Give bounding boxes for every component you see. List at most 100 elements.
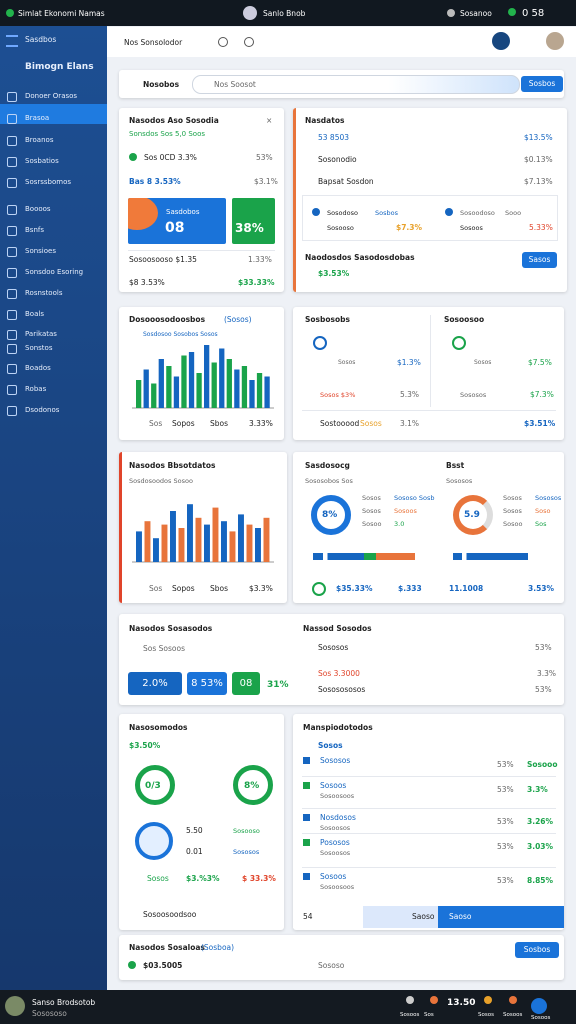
top-bar: [0, 0, 576, 26]
bar: [173, 376, 180, 408]
status-icon: [508, 8, 516, 16]
card: [293, 307, 564, 440]
mini-label: Sosooso: [327, 224, 354, 232]
brand: Sasdbos: [25, 35, 57, 44]
item-sub: Sosoosoos: [320, 883, 355, 891]
taskbar-icon[interactable]: [430, 996, 438, 1004]
taskbar-label: Sosoos: [400, 1012, 420, 1018]
icon: [312, 582, 326, 596]
button[interactable]: Sosbos: [515, 942, 559, 958]
legend-value: 3.0: [394, 520, 405, 528]
note: Naodosdos Sasodosdobas: [305, 253, 415, 262]
bar: [188, 352, 195, 408]
bar: [212, 507, 219, 562]
taskbar-label: Sosos: [478, 1012, 494, 1018]
row-label: Sosonodio: [318, 155, 357, 164]
bar: [229, 531, 236, 562]
card-title: Sasdosocg: [305, 461, 350, 470]
count: 0 58: [522, 8, 545, 19]
bar: [241, 366, 248, 408]
nav-item[interactable]: Sonstos: [25, 344, 53, 352]
ring: [135, 765, 175, 805]
footer-value: $3.%3%: [186, 874, 220, 883]
nav-item[interactable]: Sonsdoo Esoring: [25, 268, 84, 276]
row-value: $1.3%: [397, 358, 421, 367]
icon: [128, 961, 136, 969]
nav-item[interactable]: Boooos: [25, 205, 51, 213]
donut-center: 5.9: [464, 510, 480, 520]
item-name: Sososos: [320, 756, 351, 765]
taskbar-icon[interactable]: [406, 996, 414, 1004]
legend-label: Sosos: [362, 507, 381, 515]
legend-label: Sosoo: [503, 520, 523, 528]
time: 13.50: [447, 998, 476, 1008]
row-value: 3.3%: [537, 669, 557, 678]
row-label: Sososososos: [318, 685, 366, 694]
nav-icon: [7, 310, 17, 320]
tile: [232, 198, 275, 244]
card-tag: (Sosboa): [201, 943, 235, 952]
tab[interactable]: [438, 906, 564, 928]
item-value: 53%: [497, 817, 514, 826]
icon: [445, 208, 453, 216]
search-button[interactable]: Sosbos: [521, 76, 563, 92]
nav-item[interactable]: Brasoa: [25, 114, 50, 122]
button[interactable]: Sasos: [522, 252, 557, 268]
nav-item[interactable]: Sosbatios: [25, 157, 59, 165]
nav-item[interactable]: Donoer Orasos: [25, 92, 78, 100]
icon: [303, 814, 310, 821]
footer-label: Sosos: [360, 419, 382, 428]
mini-label: Sosodoso: [327, 209, 358, 217]
item-sub: Sosoosos: [320, 849, 351, 857]
legend-label: Sosos: [362, 494, 381, 502]
account: Sosanoo: [460, 9, 492, 18]
nav-item[interactable]: Parikatas: [25, 330, 57, 338]
footer-value: $.333: [398, 584, 422, 593]
item-name: Sosoos: [320, 872, 347, 881]
footer-label: Sos: [149, 584, 163, 593]
tab[interactable]: 54: [303, 912, 313, 921]
bar: [255, 528, 261, 562]
mini-label: Sosoodoso: [460, 209, 495, 217]
legend-value: Sososo Sosb: [394, 494, 435, 502]
item-delta: 8.85%: [527, 876, 554, 885]
nav-item[interactable]: Sonsioes: [25, 247, 56, 255]
legend-value: Sosoos: [394, 507, 417, 515]
nav-item[interactable]: Boados: [25, 364, 51, 372]
ring: [233, 765, 273, 805]
nav-item[interactable]: Rosnstools: [25, 289, 63, 297]
divider: [302, 776, 556, 777]
item-name: Sosoos: [320, 781, 347, 790]
legend: Sosdosoo Sosobos Sosos: [143, 331, 218, 338]
row-label: Sosos $3%: [320, 391, 356, 399]
footer-value: 11.1008: [449, 584, 484, 593]
taskbar-icon[interactable]: [484, 996, 492, 1004]
taskbar-label: Sos: [424, 1012, 434, 1018]
footer-value: 1.33%: [248, 255, 272, 264]
bar-chart: [132, 345, 274, 409]
nav-item[interactable]: Robas: [25, 385, 47, 393]
link[interactable]: Sosoosoodsoo: [143, 910, 197, 919]
taskbar-icon[interactable]: [509, 996, 517, 1004]
active-item: [0, 104, 107, 124]
row-label: Sos 3.3000: [318, 669, 360, 678]
taskbar-label: Sosoos: [531, 1015, 551, 1021]
nav-item[interactable]: Sosrssbomos: [25, 178, 72, 186]
bar: [234, 369, 240, 408]
nav-item[interactable]: Dsodonos: [25, 406, 60, 414]
search-input[interactable]: [192, 75, 520, 94]
nav-item[interactable]: Boals: [25, 310, 44, 318]
icon: [531, 998, 547, 1014]
row-label: Sosos: [338, 359, 356, 366]
item-delta: Sosooo: [527, 760, 558, 769]
nav-icon: [7, 406, 17, 416]
footer-label: Sos: [149, 419, 163, 428]
nav-icon: [7, 268, 17, 278]
nav-item[interactable]: Bsnfs: [25, 226, 44, 234]
tab[interactable]: [363, 906, 438, 928]
footer-value: $33.33%: [238, 278, 275, 287]
nav-item[interactable]: Broanos: [25, 136, 54, 144]
header-icon[interactable]: [492, 32, 510, 50]
card: [119, 935, 564, 980]
mini-label: Sooo: [505, 209, 522, 217]
